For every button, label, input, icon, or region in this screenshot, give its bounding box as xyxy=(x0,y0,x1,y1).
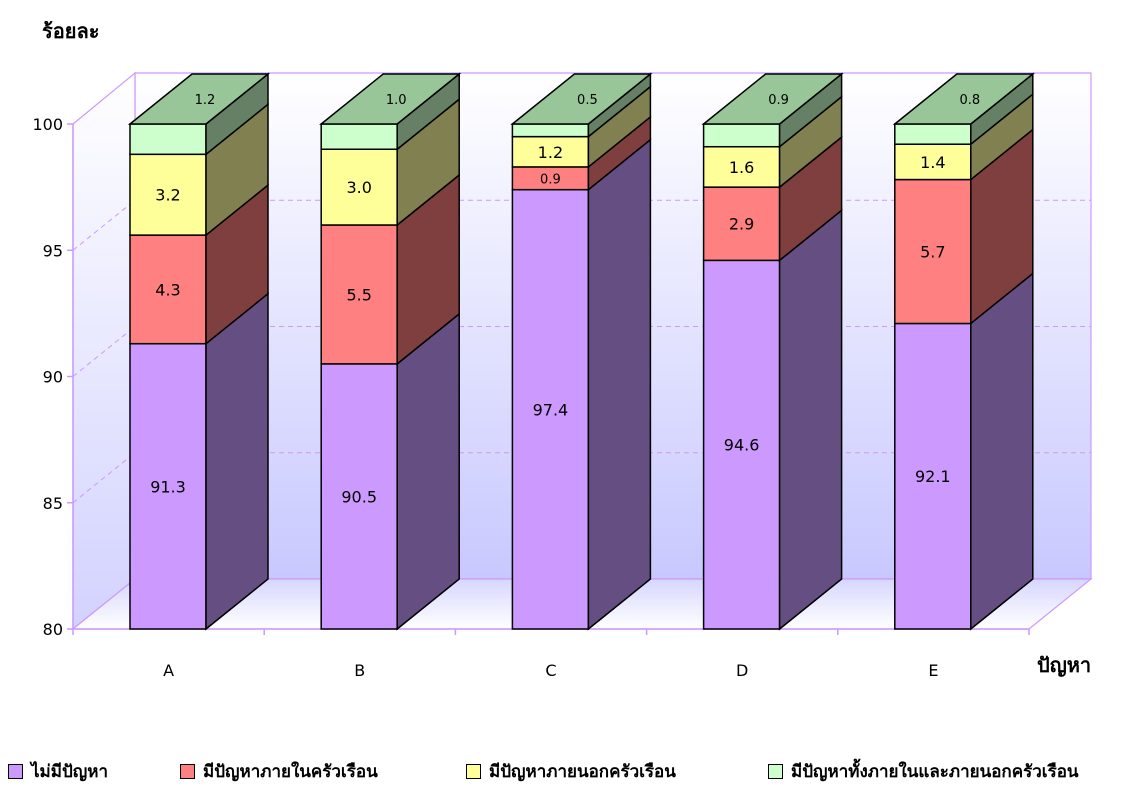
bar-segment-front xyxy=(320,363,398,630)
x-tick-label: B xyxy=(354,661,365,680)
legend-swatch xyxy=(466,764,481,779)
gridline-side xyxy=(72,199,136,251)
data-label: 3.2 xyxy=(155,186,180,205)
bar-segment-front xyxy=(511,188,590,630)
axes: 80 85 90 95 100 A B C D E xyxy=(32,115,1030,680)
legend-item: มีปัญหาภายในครัวเรือน xyxy=(180,758,378,785)
data-label: 97.4 xyxy=(533,400,569,419)
data-label: 1.2 xyxy=(538,143,563,162)
bar-top xyxy=(127,73,271,125)
bar-segment-front xyxy=(129,234,207,345)
bar-segment-side xyxy=(205,292,269,631)
bar-segment-front xyxy=(320,224,398,365)
bars xyxy=(127,72,1035,631)
x-tick-label: A xyxy=(163,661,174,680)
x-axis-title: ปัญหา xyxy=(1037,653,1091,677)
legend-label: ไม่มีปัญหา xyxy=(31,762,108,782)
bar-segment-front xyxy=(894,322,972,630)
data-label: 90.5 xyxy=(341,487,377,506)
bar-top xyxy=(319,73,462,125)
bar-segment-front xyxy=(129,123,207,156)
legend-swatch xyxy=(768,764,783,779)
legend: ไม่มีปัญหา มีปัญหาภายในครัวเรือน มีปัญหาภา… xyxy=(0,758,1139,782)
y-tick-label: 100 xyxy=(32,115,63,134)
legend-label: มีปัญหาทั้งภายในและภายนอกครัวเรือน xyxy=(791,762,1079,782)
bar-segment-front xyxy=(702,186,781,262)
bar-top xyxy=(701,73,844,125)
data-label: 5.5 xyxy=(346,285,371,304)
gridline-side xyxy=(72,452,136,504)
stacked-bar-chart: 80 85 90 95 100 A B C D E 91.3 4.3 3.2 1.2 90.5 5.5 3.0… xyxy=(32,19,1093,680)
data-label: 2.9 xyxy=(729,215,754,234)
bar-top xyxy=(892,73,1035,125)
data-label: 91.3 xyxy=(150,477,186,496)
y-tick-label: 90 xyxy=(43,368,63,387)
bar-segment-side xyxy=(587,138,652,631)
x-tick-label: D xyxy=(736,661,748,680)
y-tick-label: 80 xyxy=(43,620,63,639)
x-tick-label: E xyxy=(928,661,938,680)
data-label: 0.8 xyxy=(959,93,980,108)
legend-swatch xyxy=(180,764,195,779)
bar-segment-front xyxy=(894,143,972,181)
bar-segment-front xyxy=(702,259,781,630)
legend-label: มีปัญหาภายในครัวเรือน xyxy=(203,762,378,782)
y-tick-label: 85 xyxy=(43,494,63,513)
bar-segment-side xyxy=(778,208,843,631)
data-label: 5.7 xyxy=(920,243,945,262)
bar-segment-front xyxy=(320,123,398,150)
data-label: 0.9 xyxy=(768,93,789,108)
gridline-side xyxy=(72,326,136,377)
bar-top xyxy=(510,73,653,125)
data-labels: 91.3 4.3 3.2 1.2 90.5 5.5 3.0 1.0 97.4 0.9 1.2 0.5 9… xyxy=(150,93,980,506)
bar-segment-front xyxy=(702,123,781,148)
bar-segment-front xyxy=(702,145,781,188)
data-label: 1.2 xyxy=(195,93,216,108)
data-label: 1.6 xyxy=(729,158,754,177)
data-label: 94.6 xyxy=(724,436,760,455)
legend-label: มีปัญหาภายนอกครัวเรือน xyxy=(489,762,676,782)
bar-segment-front xyxy=(511,123,590,138)
data-label: 3.0 xyxy=(346,178,371,197)
y-axis-title: ร้อยละ xyxy=(42,19,99,43)
data-label: 1.0 xyxy=(386,93,407,108)
legend-item: ไม่มีปัญหา xyxy=(8,758,108,785)
legend-item: มีปัญหาภายนอกครัวเรือน xyxy=(466,758,676,785)
legend-swatch xyxy=(8,764,23,779)
bar-segment-front xyxy=(320,148,398,226)
bar-segment-front xyxy=(894,123,972,145)
bar-segment-side xyxy=(970,271,1034,631)
bar-segment-side xyxy=(396,312,460,631)
data-label: 4.3 xyxy=(155,280,180,299)
legend-item: มีปัญหาทั้งภายในและภายนอกครัวเรือน xyxy=(768,758,1079,785)
x-tick-label: C xyxy=(545,661,556,680)
y-tick-label: 95 xyxy=(43,241,63,260)
data-label: 92.1 xyxy=(915,467,951,486)
data-label: 0.5 xyxy=(577,93,598,108)
data-label: 0.9 xyxy=(540,172,561,187)
data-label: 1.4 xyxy=(920,153,945,172)
